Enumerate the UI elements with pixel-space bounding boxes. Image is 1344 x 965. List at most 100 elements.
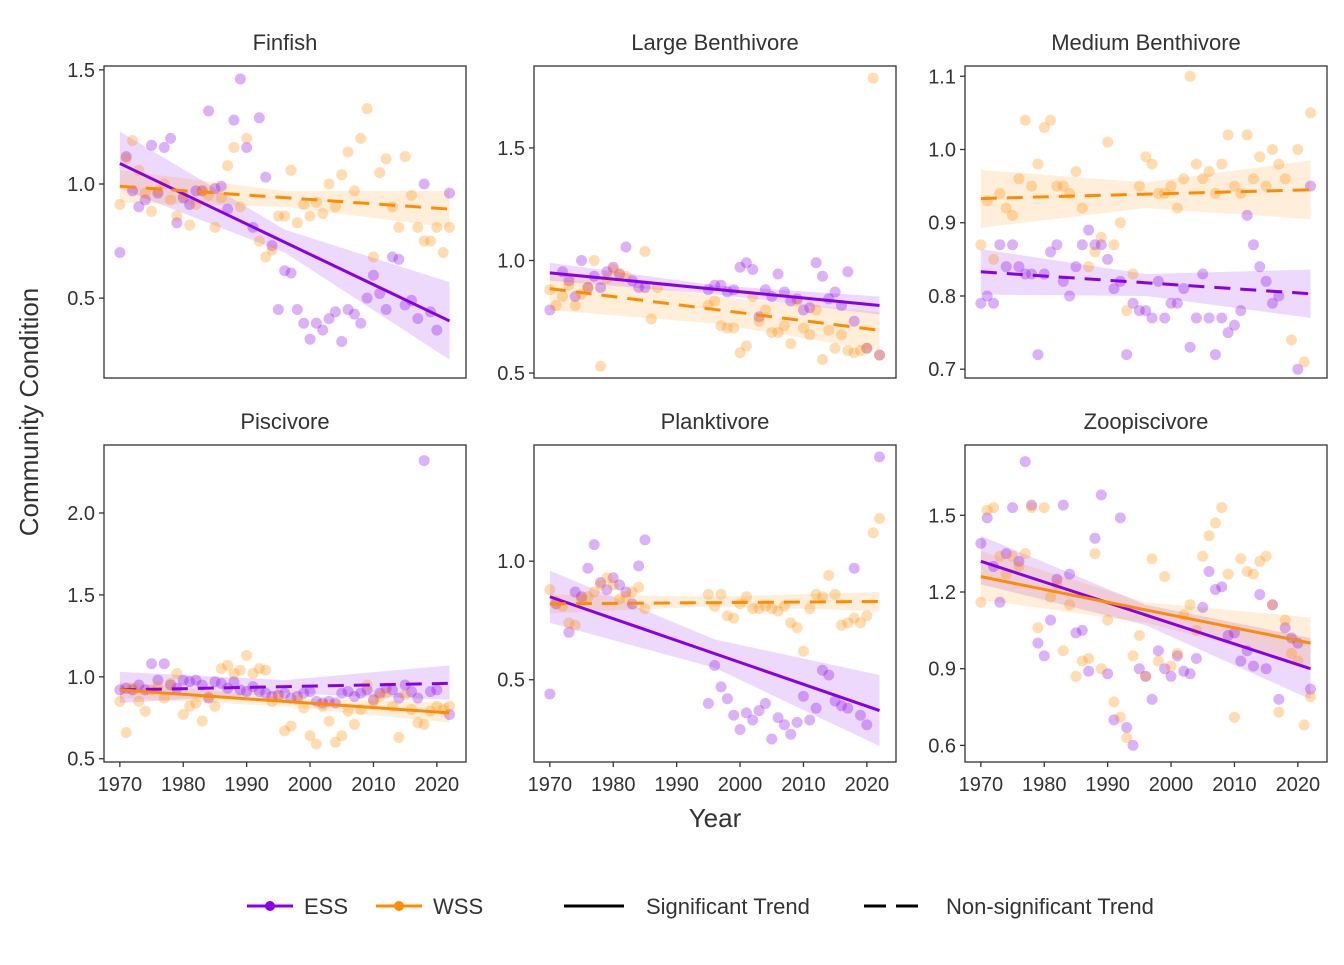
- data-point-ess: [861, 719, 873, 731]
- y-tick-label: 0.9: [928, 659, 956, 681]
- legend-label-ess: ESS: [304, 894, 348, 919]
- data-point-ess: [298, 687, 310, 699]
- data-point-ess: [171, 217, 183, 229]
- data-point-wss: [260, 664, 272, 676]
- data-point-ess: [639, 534, 651, 546]
- data-point-wss: [146, 205, 158, 217]
- data-point-ess: [241, 686, 253, 698]
- data-point-ess: [336, 687, 348, 699]
- data-point-ess: [1146, 693, 1158, 705]
- data-point-wss: [1070, 165, 1082, 177]
- data-point-ess: [431, 684, 443, 696]
- panel-planktivore: Planktivore 0.5 1.0 1970 1980 1990 2000 2010 202…: [497, 409, 897, 796]
- data-point-ess: [797, 690, 809, 702]
- data-point-wss: [329, 201, 341, 213]
- panel-title: Finfish: [253, 30, 318, 55]
- panel-title: Piscivore: [240, 409, 329, 434]
- ci-ribbon-ess: [980, 535, 1311, 700]
- data-point-ess: [184, 199, 196, 211]
- data-point-wss: [874, 513, 886, 525]
- data-point-wss: [177, 708, 189, 720]
- trend-line-ess: [980, 270, 1311, 296]
- data-point-ess: [563, 275, 575, 287]
- data-point-wss: [772, 605, 784, 617]
- data-point-ess: [823, 669, 835, 681]
- data-point-wss: [614, 593, 626, 605]
- data-point-wss: [810, 304, 822, 316]
- data-point-wss: [842, 345, 854, 357]
- data-point-ess: [1013, 555, 1025, 567]
- panel-zoopiscivore: Zoopiscivore 0.6 0.9 1.2 1.5 1970 1980 1990 2000…: [928, 409, 1328, 796]
- data-point-wss: [272, 690, 284, 702]
- y-tick-label: 1.0: [67, 174, 95, 196]
- data-point-ess: [576, 254, 588, 266]
- data-point-wss: [209, 221, 221, 233]
- x-tick-label: 1970: [98, 774, 143, 796]
- data-point-ess: [190, 185, 202, 197]
- data-point-wss: [222, 659, 234, 671]
- data-point-wss: [1045, 114, 1057, 126]
- data-point-ess: [260, 687, 272, 699]
- data-point-ess: [702, 697, 714, 709]
- data-point-ess: [272, 304, 284, 316]
- data-point-wss: [1038, 502, 1050, 514]
- data-point-wss: [1298, 356, 1310, 368]
- data-point-ess: [418, 455, 430, 467]
- panel-border: [103, 444, 467, 763]
- x-tick-label: 1980: [591, 774, 636, 796]
- data-point-wss: [190, 697, 202, 709]
- legend-label-significant: Significant Trend: [646, 894, 810, 919]
- data-point-ess: [810, 702, 822, 714]
- data-point-wss: [127, 135, 139, 147]
- data-point-wss: [874, 349, 886, 361]
- data-point-ess: [1083, 224, 1095, 236]
- data-point-ess: [386, 684, 398, 696]
- data-point-ess: [772, 712, 784, 724]
- data-point-wss: [222, 160, 234, 172]
- data-point-wss: [1152, 187, 1164, 199]
- trend-line-wss: [549, 287, 880, 332]
- data-point-wss: [139, 187, 151, 199]
- data-point-ess: [1254, 589, 1266, 601]
- data-point-wss: [241, 650, 253, 662]
- data-point-wss: [823, 324, 835, 336]
- data-point-ess: [759, 697, 771, 709]
- data-point-ess: [1146, 312, 1158, 324]
- data-point-ess: [753, 705, 765, 717]
- data-point-ess: [177, 674, 189, 686]
- data-point-wss: [1076, 202, 1088, 214]
- data-point-ess: [279, 265, 291, 277]
- data-point-wss: [1114, 217, 1126, 229]
- data-point-ess: [614, 579, 626, 591]
- data-point-ess: [1222, 629, 1234, 641]
- data-point-ess: [804, 714, 816, 726]
- data-point-wss: [1235, 553, 1247, 565]
- data-point-ess: [544, 304, 556, 316]
- x-tick-label: 2020: [845, 774, 890, 796]
- panel-border: [533, 444, 897, 763]
- y-tick-label: 0.5: [497, 670, 525, 692]
- data-point-wss: [399, 151, 411, 163]
- data-point-ess: [816, 270, 828, 282]
- data-point-ess: [1247, 660, 1259, 672]
- data-point-wss: [766, 327, 778, 339]
- data-point-wss: [424, 235, 436, 247]
- x-tick-label: 1970: [528, 774, 573, 796]
- data-point-wss: [759, 304, 771, 316]
- data-point-wss: [1305, 107, 1317, 119]
- data-point-ess: [1057, 499, 1069, 511]
- data-point-ess: [367, 269, 379, 281]
- panel-title: Large Benthivore: [631, 30, 799, 55]
- data-point-ess: [848, 315, 860, 327]
- data-point-ess: [361, 684, 373, 696]
- data-point-ess: [734, 724, 746, 736]
- data-point-ess: [721, 693, 733, 705]
- data-point-wss: [120, 153, 132, 165]
- data-point-wss: [595, 360, 607, 372]
- data-point-ess: [994, 596, 1006, 608]
- data-point-wss: [304, 730, 316, 742]
- ci-ribbon-ess: [549, 570, 880, 747]
- data-point-ess: [1197, 268, 1209, 280]
- data-point-wss: [418, 235, 430, 247]
- data-point-ess: [1209, 349, 1221, 361]
